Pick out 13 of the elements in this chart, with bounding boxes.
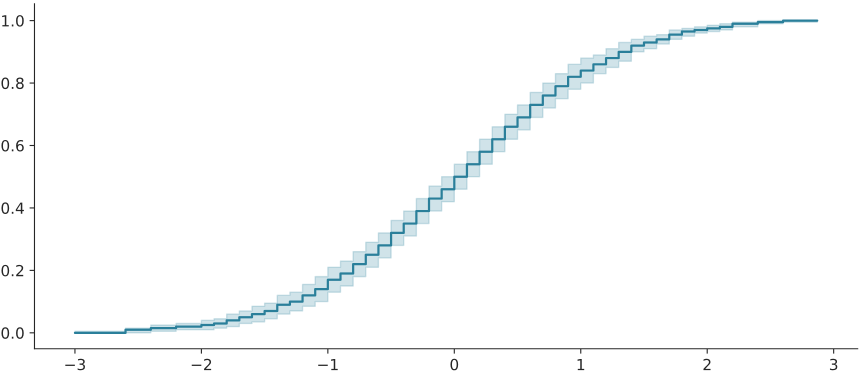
x-tick-label: −2 [192,358,212,370]
y-tick-label: 1.0 [2,15,24,27]
y-tick-label: 0.0 [1,327,24,339]
x-tick-label: 0 [450,358,458,370]
x-tick-label: 1 [578,358,584,370]
y-tick-label: 0.8 [1,78,24,90]
x-tick-label: 3 [830,358,838,370]
y-tick-label: 0.6 [1,140,24,152]
y-tick-label: 0.2 [1,264,24,276]
x-tick-label: −1 [318,358,338,370]
x-tick-label: −3 [65,358,85,370]
y-tick-label: 0.4 [1,202,24,214]
x-tick-label: 2 [703,358,711,370]
